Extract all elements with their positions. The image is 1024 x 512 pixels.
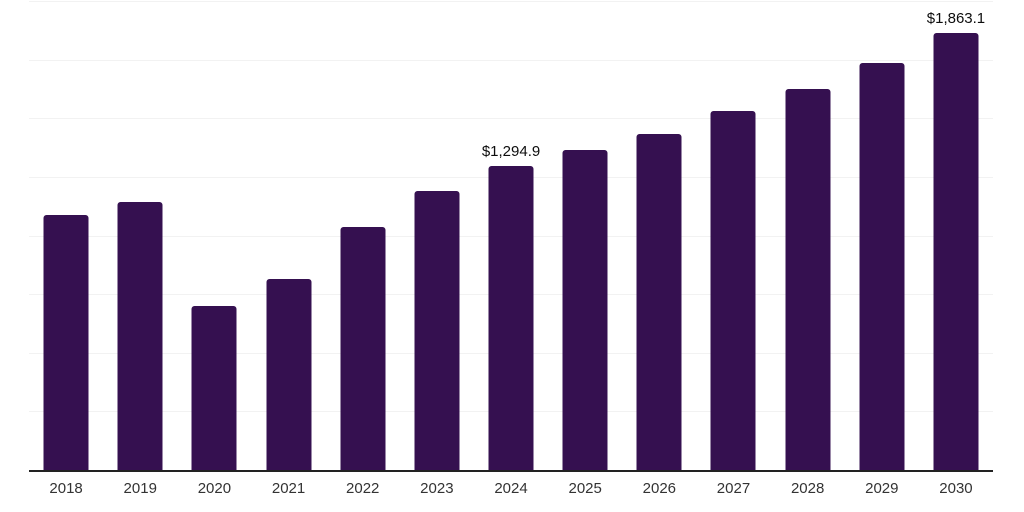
gridline: [29, 1, 993, 2]
bar-2029: [859, 62, 905, 470]
bar-slot: [251, 1, 325, 470]
x-axis-label: 2027: [716, 480, 751, 497]
bar-slot: $1,294.9: [474, 1, 548, 470]
bar-slot: [771, 1, 845, 470]
x-axis-label: 2019: [123, 480, 157, 497]
bar-2030: [933, 33, 979, 470]
x-axis-label: 2026: [642, 480, 677, 497]
bar-2022: [340, 227, 386, 470]
x-axis-label: 2025: [568, 480, 602, 497]
bar-slot: [845, 1, 919, 470]
bar-2028: [785, 89, 831, 470]
bar-2023: [414, 191, 460, 470]
bar-value-label: $1,294.9: [481, 143, 541, 161]
x-axis-label: 2022: [346, 480, 380, 497]
x-axis-label: 2028: [790, 480, 825, 497]
bar-slot: [400, 1, 474, 470]
bar-2018: [43, 215, 89, 470]
bar-2019: [117, 202, 163, 470]
bar-2021: [266, 279, 312, 470]
x-axis-label: 2030: [939, 480, 973, 497]
gridline: [29, 59, 993, 61]
x-axis-label: 2023: [420, 480, 454, 497]
bar-slot: [177, 1, 251, 470]
bar-2026: [636, 133, 682, 470]
plot-area: $1,294.9 $1,863.1: [29, 1, 993, 472]
bar-slot: [696, 1, 770, 470]
bar-slot: [326, 1, 400, 470]
x-axis-label: 2020: [197, 480, 232, 497]
bar-slot: [548, 1, 622, 470]
bar-2024: [488, 166, 534, 470]
x-axis-label: 2018: [49, 480, 83, 497]
bar-value-label: $1,863.1: [926, 10, 986, 28]
bar-slot: [29, 1, 103, 470]
bar-slot: $1,863.1: [919, 1, 993, 470]
x-axis-label: 2021: [271, 480, 306, 497]
bar-2027: [710, 111, 756, 470]
x-axis-labels: 2018 2019 2020 2021 2022 2023 2024 2025 2026 2027…: [29, 480, 993, 497]
x-axis-label: 2024: [494, 480, 528, 497]
x-axis-label: 2029: [865, 480, 899, 497]
gridline: [29, 118, 993, 120]
bars-row: $1,294.9 $1,863.1: [29, 1, 993, 470]
bar-slot: [622, 1, 696, 470]
bar-slot: [103, 1, 177, 470]
bar-2020: [191, 305, 237, 470]
bar-2025: [562, 150, 608, 470]
